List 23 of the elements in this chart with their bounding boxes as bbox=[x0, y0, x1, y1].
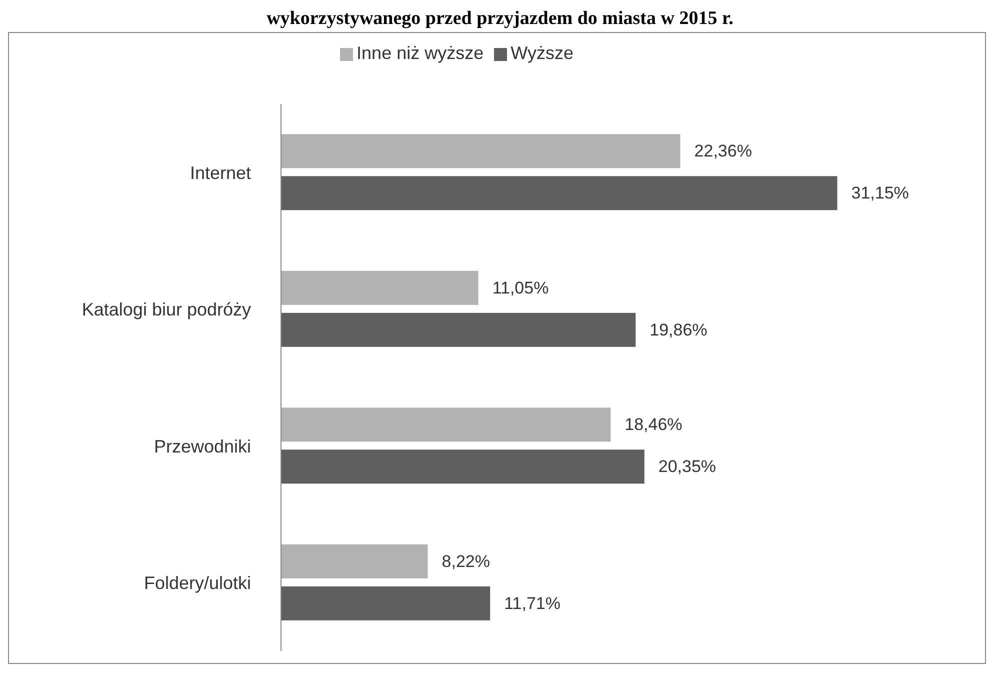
data-label: 11,71% bbox=[504, 594, 561, 613]
data-label: 11,05% bbox=[492, 278, 549, 298]
data-label: 31,15% bbox=[851, 184, 909, 203]
data-label: 8,22% bbox=[442, 552, 490, 571]
y-tick-label: Katalogi biur podróży bbox=[82, 300, 251, 320]
y-tick-label: Foldery/ulotki bbox=[144, 573, 251, 594]
y-tick-label: Internet bbox=[190, 162, 251, 183]
data-label: 20,35% bbox=[658, 457, 716, 476]
data-label: 19,86% bbox=[650, 320, 708, 340]
y-tick-label: Przewodniki bbox=[154, 436, 251, 456]
bar bbox=[281, 544, 428, 578]
bar bbox=[281, 176, 838, 210]
bar bbox=[281, 270, 478, 305]
data-label: 18,46% bbox=[624, 415, 682, 434]
chart-title: wykorzystywanego przed przyjazdem do miasta w 2015 r. bbox=[266, 8, 734, 31]
bar bbox=[281, 134, 680, 168]
legend-label: Wyższe bbox=[510, 43, 574, 63]
bar bbox=[281, 312, 636, 347]
legend-label: Inne niż wyższe bbox=[356, 43, 484, 63]
bar bbox=[281, 450, 644, 484]
data-label: 22,36% bbox=[694, 142, 752, 161]
bar bbox=[281, 408, 611, 442]
bar bbox=[281, 586, 490, 620]
